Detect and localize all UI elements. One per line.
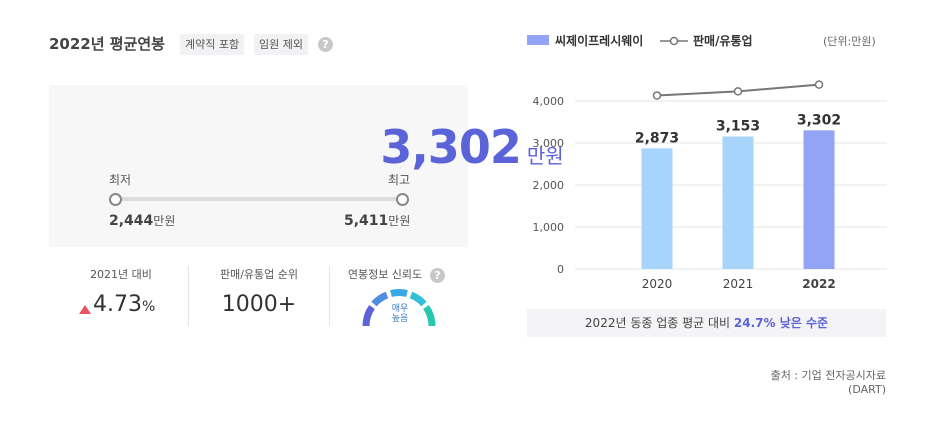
yoy-number: 4.73: [93, 292, 142, 317]
max-label: 최고: [388, 173, 411, 187]
reliability-value: 매우 높음: [381, 304, 419, 324]
legend-line-swatch: [660, 36, 688, 46]
y-tick-label: 2,000: [533, 179, 565, 192]
tag-contract-included: 계약직 포함: [180, 34, 245, 55]
bar-value-label: 3,153: [716, 119, 760, 135]
min-salary-value: 2,444: [109, 213, 154, 229]
reliability-label: 연봉정보 신뢰도: [347, 268, 423, 281]
y-tick-label: 4,000: [533, 95, 565, 108]
tag-executive-excluded: 임원 제외: [254, 34, 308, 55]
legend-bar-swatch: [527, 35, 549, 45]
divider: [188, 266, 189, 326]
reliability-line1: 매우: [391, 304, 409, 314]
average-salary: 3,302 만원: [0, 120, 944, 174]
y-tick-label: 3,000: [533, 137, 565, 150]
comparison-prefix: 2022년 동종 업종 평균 대비: [584, 316, 731, 330]
divider: [329, 266, 330, 326]
max-salary-value: 5,411: [344, 213, 389, 229]
y-tick-label: 1,000: [533, 221, 565, 234]
range-min-knob: [109, 193, 122, 206]
min-salary-unit: 만원: [153, 214, 176, 228]
bar: [641, 148, 673, 269]
bar: [803, 130, 835, 269]
industry-point: [652, 91, 662, 100]
industry-point: [733, 87, 743, 96]
yoy-value: 4.73%: [93, 292, 155, 317]
help-icon[interactable]: ?: [318, 37, 333, 52]
industry-comparison: 2022년 동종 업종 평균 대비 24.7% 낮은 수준: [527, 309, 886, 337]
rank-value: 1000+: [221, 292, 297, 317]
bar-value-label: 3,302: [797, 112, 841, 128]
min-label: 최저: [109, 173, 132, 187]
x-tick-label: 2021: [723, 277, 754, 291]
reliability-gauge-icon: [362, 289, 436, 327]
x-tick-label: 2022: [802, 277, 835, 291]
y-tick-label: 0: [557, 263, 564, 276]
yoy-label: 2021년 대비: [90, 268, 152, 281]
help-icon[interactable]: ?: [430, 268, 445, 283]
x-tick-label: 2020: [642, 277, 673, 291]
max-salary-unit: 만원: [388, 214, 411, 228]
salary-summary-box: [49, 85, 468, 247]
legend-bar-label: 씨제이프레시웨이: [555, 34, 644, 48]
source-note: 출처 : 기업 전자공시자료(DART): [770, 369, 886, 396]
salary-range-track: [115, 197, 403, 201]
max-salary: 5,411만원: [344, 210, 410, 229]
range-max-knob: [396, 193, 409, 206]
average-salary-value: 3,302: [380, 120, 522, 174]
unit-label: (단위:만원): [823, 35, 876, 48]
comparison-highlight: 24.7% 낮은 수준: [733, 316, 829, 330]
min-salary: 2,444만원: [109, 210, 175, 229]
legend-line-label: 판매/유통업: [693, 34, 753, 48]
industry-point: [814, 80, 824, 89]
bar-value-label: 2,873: [635, 130, 679, 146]
salary-chart: 0 1,000 2,000 3,000 4,000 2,873 2020 3,153 2021 3…: [533, 80, 887, 291]
up-arrow-icon: [79, 305, 91, 314]
section-title: 2022년 평균연봉: [49, 35, 165, 53]
rank-label: 판매/유통업 순위: [219, 268, 299, 281]
reliability-line2: 높음: [391, 314, 409, 324]
average-salary-unit: 만원: [526, 144, 564, 168]
yoy-unit: %: [141, 299, 156, 315]
bar: [722, 136, 754, 269]
